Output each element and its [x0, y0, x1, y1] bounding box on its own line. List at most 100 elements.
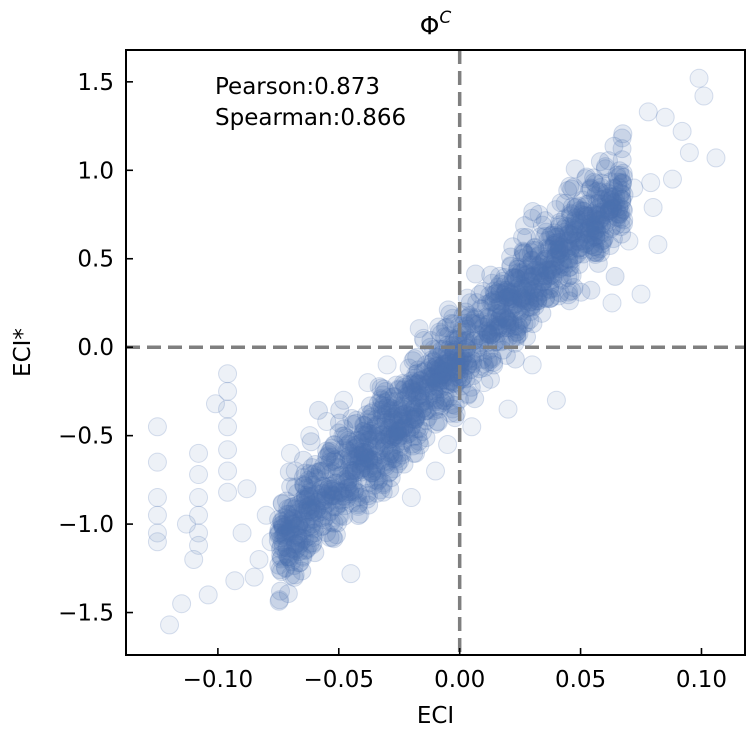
scatter-point [218, 381, 238, 401]
scatter-point [564, 278, 584, 298]
scatter-point [341, 444, 361, 464]
scatter-point [276, 516, 296, 536]
scatter-point [503, 275, 523, 295]
scatter-point [388, 422, 408, 442]
scatter-point [381, 410, 401, 430]
scatter-point [343, 475, 363, 495]
scatter-point [353, 442, 373, 462]
scatter-point [286, 534, 306, 554]
scatter-point [374, 424, 394, 444]
scatter-point [528, 291, 548, 311]
scatter-point [377, 403, 397, 423]
scatter-point [655, 107, 675, 127]
scatter-point [464, 314, 484, 334]
scatter-point [297, 538, 317, 558]
scatter-point [415, 375, 435, 395]
scatter-point [401, 395, 421, 415]
scatter-point [359, 486, 379, 506]
scatter-point [367, 467, 387, 487]
scatter-point [434, 361, 454, 381]
scatter-point [184, 549, 204, 569]
scatter-point [526, 260, 546, 280]
scatter-point [375, 455, 395, 475]
scatter-point [418, 378, 438, 398]
scatter-point [555, 209, 575, 229]
scatter-point [362, 407, 382, 427]
scatter-point [373, 473, 393, 493]
scatter-point [402, 401, 422, 421]
scatter-point [277, 538, 297, 558]
scatter-point [527, 282, 547, 302]
scatter-point [614, 185, 634, 205]
scatter-point [379, 418, 399, 438]
scatter-point [368, 471, 388, 491]
scatter-point [323, 461, 343, 481]
scatter-point [557, 249, 577, 269]
scatter-point [576, 224, 596, 244]
scatter-point [508, 263, 528, 283]
scatter-point [452, 322, 472, 342]
scatter-point [321, 463, 341, 483]
scatter-point [286, 516, 306, 536]
scatter-point [273, 515, 293, 535]
scatter-point [510, 264, 530, 284]
scatter-point [281, 565, 301, 585]
scatter-point [411, 393, 431, 413]
scatter-point [517, 285, 537, 305]
scatter-point [591, 243, 611, 263]
scatter-point [604, 179, 624, 199]
scatter-point [522, 251, 542, 271]
scatter-point [608, 172, 628, 192]
scatter-point [590, 182, 610, 202]
scatter-point [293, 547, 313, 567]
scatter-point [424, 381, 444, 401]
scatter-point [405, 397, 425, 417]
scatter-point [562, 236, 582, 256]
scatter-point [438, 300, 458, 320]
scatter-point [433, 356, 453, 376]
scatter-point [496, 309, 516, 329]
scatter-point [582, 235, 602, 255]
scatter-point [430, 379, 450, 399]
scatter-point [355, 453, 375, 473]
scatter-point [354, 455, 374, 475]
scatter-point [409, 319, 429, 339]
scatter-point [507, 301, 527, 321]
scatter-point [428, 412, 448, 432]
scatter-point [585, 212, 605, 232]
scatter-point [541, 260, 561, 280]
scatter-point [503, 293, 523, 313]
scatter-point [428, 358, 448, 378]
scatter-point [553, 254, 573, 274]
scatter-point [279, 504, 299, 524]
scatter-point [638, 102, 658, 122]
scatter-point [492, 318, 512, 338]
scatter-point [575, 234, 595, 254]
scatter-point [329, 458, 349, 478]
scatter-point [319, 476, 339, 496]
scatter-point [357, 468, 377, 488]
scatter-point [367, 483, 387, 503]
scatter-point [516, 260, 536, 280]
scatter-point [611, 184, 631, 204]
scatter-point [520, 297, 540, 317]
scatter-point [607, 165, 627, 185]
scatter-point [303, 475, 323, 495]
scatter-point [614, 210, 634, 230]
scatter-point [317, 493, 337, 513]
scatter-point [510, 269, 530, 289]
scatter-point [374, 432, 394, 452]
scatter-point [434, 339, 454, 359]
scatter-point [334, 426, 354, 446]
scatter-point [413, 399, 433, 419]
scatter-point [298, 470, 318, 490]
scatter-point [348, 483, 368, 503]
x-tick-label: −0.05 [304, 667, 374, 693]
scatter-point [559, 224, 579, 244]
scatter-point [574, 201, 594, 221]
x-tick-label: 0.10 [676, 667, 727, 693]
scatter-point [546, 246, 566, 266]
scatter-point [430, 359, 450, 379]
scatter-point [274, 508, 294, 528]
scatter-point [555, 237, 575, 257]
